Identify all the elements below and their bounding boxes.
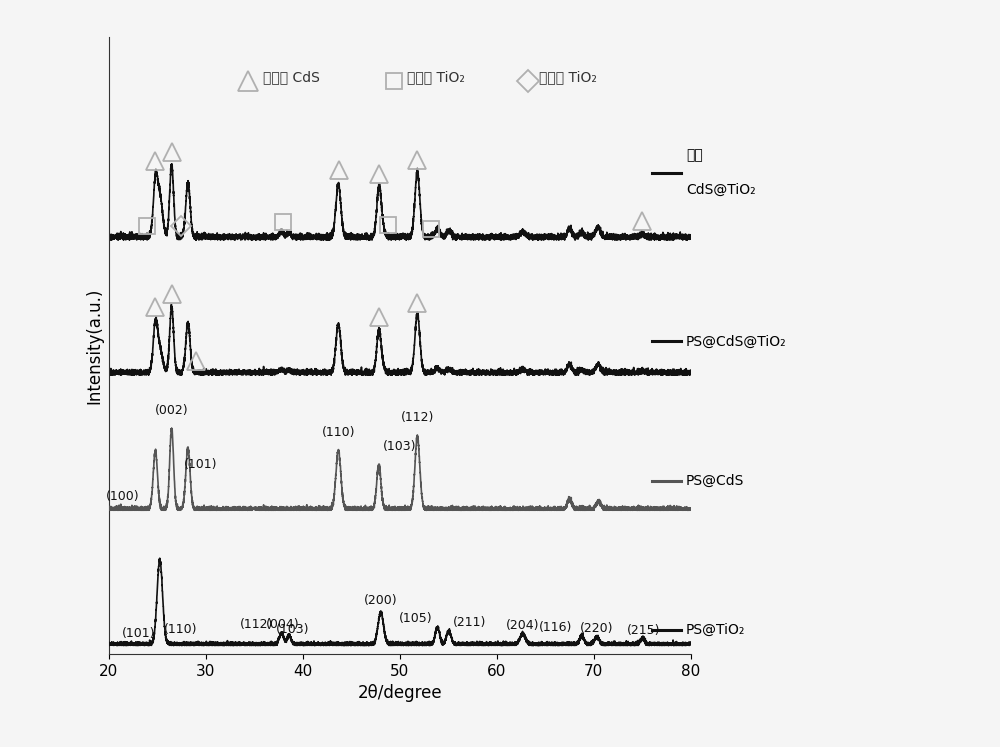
Text: CdS@TiO₂: CdS@TiO₂ [686, 183, 756, 196]
Text: (116): (116) [539, 622, 572, 634]
Text: 六方相 CdS: 六方相 CdS [263, 70, 320, 84]
Text: (110): (110) [322, 426, 355, 438]
Text: (204): (204) [506, 619, 540, 632]
Text: (200): (200) [363, 595, 397, 607]
Text: (215): (215) [627, 624, 660, 637]
Text: 锐钛矿 TiO₂: 锐钛矿 TiO₂ [407, 70, 465, 84]
Text: (103): (103) [383, 440, 417, 453]
Text: (211): (211) [453, 616, 486, 630]
Text: PS@CdS@TiO₂: PS@CdS@TiO₂ [686, 335, 787, 348]
Text: PS@CdS: PS@CdS [686, 474, 744, 488]
Text: (101): (101) [184, 458, 217, 471]
Text: (004): (004) [265, 618, 299, 631]
Text: (110): (110) [164, 623, 197, 636]
Text: (112): (112) [400, 411, 434, 424]
Text: (105): (105) [399, 612, 433, 625]
Text: (100): (100) [106, 490, 140, 503]
Text: PS@TiO₂: PS@TiO₂ [686, 623, 745, 637]
Text: 金红石 TiO₂: 金红石 TiO₂ [539, 70, 597, 84]
X-axis label: 2θ/degree: 2θ/degree [357, 684, 442, 702]
Text: (101): (101) [122, 627, 155, 640]
Text: (002): (002) [155, 404, 188, 418]
Y-axis label: Intensity(a.u.): Intensity(a.u.) [85, 288, 103, 404]
Text: (112): (112) [240, 618, 274, 631]
Text: 中空: 中空 [686, 149, 703, 162]
Text: (220): (220) [580, 622, 613, 635]
Text: (103): (103) [276, 623, 310, 636]
